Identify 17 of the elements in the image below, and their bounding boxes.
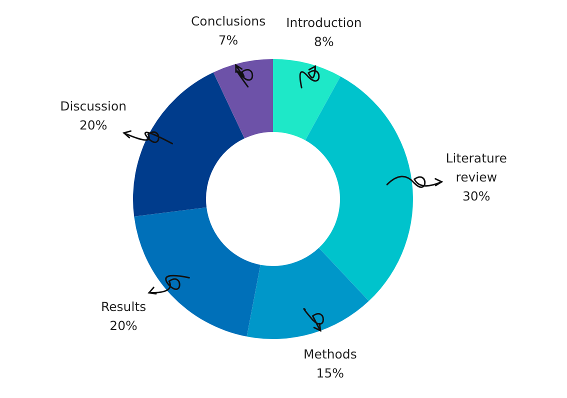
data-label: 8% xyxy=(314,34,334,49)
slice-label: Conclusions xyxy=(190,14,266,29)
donut-slice xyxy=(133,72,244,217)
data-label: 20% xyxy=(79,118,108,133)
donut-slice xyxy=(273,59,340,140)
slice-label: Discussion xyxy=(60,98,127,114)
data-label: 7% xyxy=(218,32,238,48)
data-label: 30% xyxy=(462,188,490,204)
donut-slice xyxy=(246,248,369,339)
slice-label: Introduction xyxy=(286,14,362,30)
slice-label: Literature review xyxy=(446,150,508,184)
donut-slice xyxy=(305,76,413,302)
slice-label: Results xyxy=(100,299,146,314)
donut-slice xyxy=(213,59,273,138)
data-label: 15% xyxy=(316,366,344,381)
slice-label: Methods xyxy=(303,346,357,362)
data-label: 20% xyxy=(110,318,138,334)
